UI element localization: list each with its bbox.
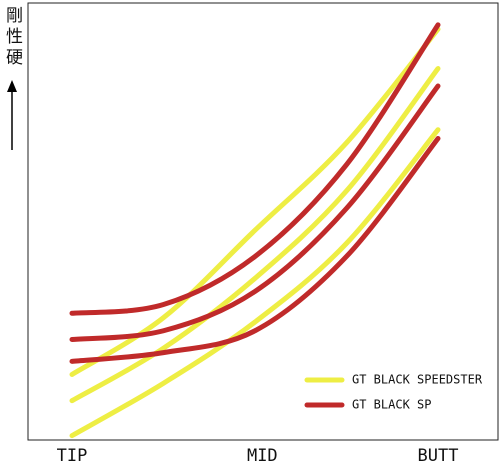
curve [69, 135, 441, 364]
curve [69, 83, 441, 342]
y-arrow-head [7, 80, 17, 92]
legend-label: GT BLACK SP [352, 398, 431, 412]
plot-frame [27, 2, 499, 441]
y-axis-label: 剛性硬 [2, 6, 23, 69]
curve [69, 127, 441, 439]
curve [69, 22, 441, 316]
x-tick-label: MID [247, 446, 278, 466]
x-tick-label: BUTT [418, 446, 459, 466]
curve [69, 66, 441, 404]
legend-label: GT BLACK SPEEDSTER [352, 373, 483, 387]
x-tick-label: TIP [57, 446, 88, 466]
